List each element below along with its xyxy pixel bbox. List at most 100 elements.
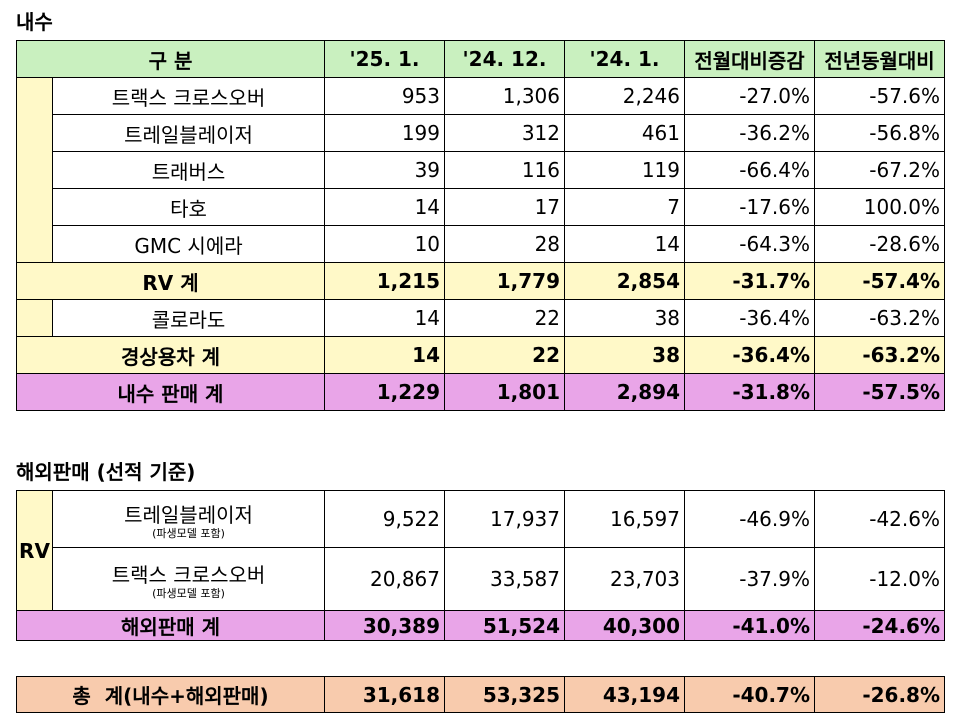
value-cell: -37.9%: [684, 547, 815, 611]
value-cell: 40,300: [564, 610, 685, 641]
value-cell: 17: [444, 188, 566, 226]
value-cell: 10: [324, 225, 446, 263]
value-cell: 23,703: [564, 547, 685, 611]
table-row: 트래버스 39 116 119 -66.4% -67.2%: [17, 151, 946, 189]
value-cell: 116: [444, 151, 566, 189]
item-note: (파생모델 포함): [152, 526, 225, 540]
value-cell: 38: [564, 299, 686, 337]
value-cell: -63.2%: [814, 336, 946, 374]
header-cell: '24. 1.: [564, 40, 686, 78]
item-label: 트레일블레이저: [124, 502, 253, 527]
value-cell: -17.6%: [684, 188, 816, 226]
header-cell: 전년동월대비: [814, 40, 946, 78]
value-cell: -42.6%: [814, 490, 945, 548]
value-cell: -24.6%: [814, 610, 945, 641]
item-label-cell: 트랙스 크로스오버 (파생모델 포함): [52, 547, 325, 611]
grand-total-label: 총 계(내수+해외판매): [15, 676, 326, 713]
item-label: 트레일블레이저: [51, 114, 326, 152]
value-cell: 14: [324, 299, 446, 337]
item-label-cell: 트레일블레이저 (파생모델 포함): [52, 490, 325, 548]
table-row: 경상용차 계 14 22 38 -36.4% -63.2%: [15, 336, 946, 374]
table-row: 총 계(내수+해외판매) 31,618 53,325 43,194 -40.7% -26.…: [15, 676, 946, 713]
item-label: GMC 시에라: [51, 225, 326, 263]
header-cell: 전월대비증감: [684, 40, 816, 78]
value-cell: 1,801: [444, 373, 566, 411]
value-cell: 16,597: [564, 490, 685, 548]
value-cell: 2,246: [564, 77, 686, 115]
value-cell: 2,894: [564, 373, 686, 411]
value-cell: 199: [324, 114, 446, 152]
value-cell: -36.2%: [684, 114, 816, 152]
table-row: 내수 판매 계 1,229 1,801 2,894 -31.8% -57.5%: [15, 373, 946, 411]
value-cell: 38: [564, 336, 686, 374]
value-cell: 39: [324, 151, 446, 189]
value-cell: -26.8%: [814, 676, 946, 713]
value-cell: -28.6%: [814, 225, 946, 263]
value-cell: -57.6%: [814, 77, 946, 115]
table-row: 콜로라도 14 22 38 -36.4% -63.2%: [16, 299, 946, 337]
value-cell: 7: [564, 188, 686, 226]
table-row: GMC 시에라 10 28 14 -64.3% -28.6%: [17, 225, 946, 263]
value-cell: -56.8%: [814, 114, 946, 152]
section-title: 내수: [16, 10, 53, 34]
value-cell: 312: [444, 114, 566, 152]
value-cell: 33,587: [444, 547, 565, 611]
value-cell: 1,779: [444, 262, 566, 300]
value-cell: 51,524: [444, 610, 565, 641]
value-cell: 17,937: [444, 490, 565, 548]
value-cell: -57.4%: [814, 262, 946, 300]
value-cell: -31.8%: [684, 373, 816, 411]
section-title: 해외판매 (선적 기준): [16, 460, 196, 484]
value-cell: -41.0%: [684, 610, 815, 641]
total-label: 내수 판매 계: [15, 373, 326, 411]
item-label: 콜로라도: [51, 299, 326, 337]
group-label: RV: [16, 490, 53, 611]
value-cell: 20,867: [324, 547, 445, 611]
value-cell: 9,522: [324, 490, 445, 548]
value-cell: -27.0%: [684, 77, 816, 115]
header-cell: '24. 12.: [444, 40, 566, 78]
value-cell: 14: [324, 188, 446, 226]
value-cell: -67.2%: [814, 151, 946, 189]
item-label: 트랙스 크로스오버: [51, 77, 326, 115]
table-row: 타호 14 17 7 -17.6% 100.0%: [17, 188, 946, 226]
table-row: 트랙스 크로스오버 (파생모델 포함) 20,867 33,587 23,703 -37.…: [17, 547, 945, 611]
value-cell: -66.4%: [684, 151, 816, 189]
value-cell: -63.2%: [814, 299, 946, 337]
value-cell: 119: [564, 151, 686, 189]
value-cell: 22: [444, 336, 566, 374]
table-row: 트레일블레이저 199 312 461 -36.2% -56.8%: [17, 114, 946, 152]
value-cell: 30,389: [324, 610, 445, 641]
value-cell: 14: [564, 225, 686, 263]
value-cell: -36.4%: [684, 299, 816, 337]
table-row: 해외판매 계 30,389 51,524 40,300 -41.0% -24.6%: [16, 610, 945, 641]
value-cell: -46.9%: [684, 490, 815, 548]
value-cell: -12.0%: [814, 547, 945, 611]
subtotal-label: RV 계: [15, 262, 326, 300]
subtotal-label: 경상용차 계: [15, 336, 326, 374]
value-cell: 14: [324, 336, 446, 374]
value-cell: -57.5%: [814, 373, 946, 411]
item-label: 트래버스: [51, 151, 326, 189]
table-row: 구 분 '25. 1. '24. 12. '24. 1. 전월대비증감 전년동월대비: [15, 40, 946, 78]
table-row: RV 트레일블레이저 (파생모델 포함) 9,522 17,937 16,597 -46.9…: [16, 490, 945, 611]
value-cell: 2,854: [564, 262, 686, 300]
domestic-table: 구 분 '25. 1. '24. 12. '24. 1. 전월대비증감 전년동월대비 트랙스…: [15, 40, 946, 411]
grand-total-table: 총 계(내수+해외판매) 31,618 53,325 43,194 -40.7% -26.…: [15, 676, 946, 713]
item-label: 타호: [51, 188, 326, 226]
value-cell: 100.0%: [814, 188, 946, 226]
header-cell: '25. 1.: [324, 40, 446, 78]
value-cell: 43,194: [564, 676, 686, 713]
value-cell: 1,229: [324, 373, 446, 411]
total-label: 해외판매 계: [16, 610, 325, 641]
table-row: RV 계 1,215 1,779 2,854 -31.7% -57.4%: [15, 262, 946, 300]
value-cell: 31,618: [324, 676, 446, 713]
value-cell: 953: [324, 77, 446, 115]
table-row: 트랙스 크로스오버 953 1,306 2,246 -27.0% -57.6%: [16, 77, 946, 263]
value-cell: -31.7%: [684, 262, 816, 300]
value-cell: 1,215: [324, 262, 446, 300]
value-cell: -36.4%: [684, 336, 816, 374]
value-cell: 53,325: [444, 676, 566, 713]
